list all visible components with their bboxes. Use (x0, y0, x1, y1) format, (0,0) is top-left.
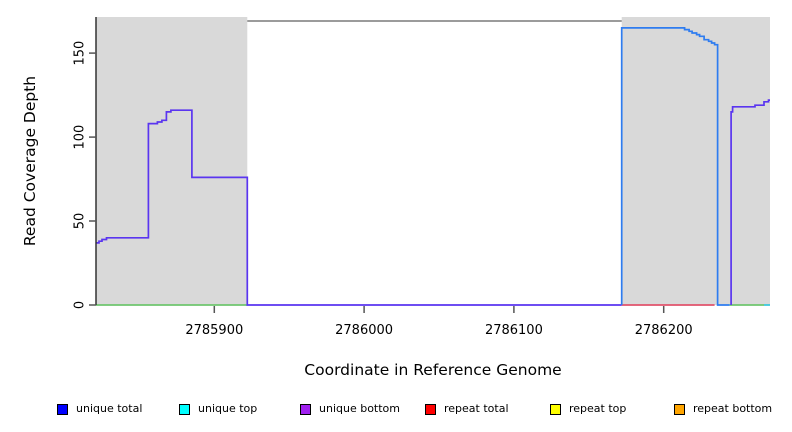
x-axis-label: Coordinate in Reference Genome (304, 361, 562, 379)
y-tick-label: 50 (73, 213, 88, 230)
legend-label: unique bottom (319, 402, 401, 415)
legend-item-repeat-top: repeat top (550, 401, 626, 417)
y-axis-label: Read Coverage Depth (21, 75, 39, 247)
series-unique-coverage-right-tall (620, 27, 730, 306)
legend-swatch-icon (179, 403, 190, 415)
legend-item-unique-bottom: unique bottom (300, 401, 400, 417)
x-tick-label: 2785900 (185, 323, 243, 338)
legend-swatch-icon (300, 403, 311, 415)
legend-item-repeat-bottom: repeat bottom (674, 401, 772, 417)
legend-label: repeat total (444, 402, 509, 415)
legend-swatch-icon (550, 403, 561, 415)
chart-legend: unique total unique top unique bottom repea… (0, 398, 792, 422)
shaded-region-0 (96, 17, 248, 305)
legend-swatch-icon (674, 403, 685, 415)
series-unique-coverage-left (96, 109, 622, 306)
legend-label: repeat bottom (693, 402, 773, 415)
series-unique-coverage-far-right (730, 99, 770, 305)
legend-item-unique-top: unique top (179, 401, 257, 417)
legend-label: repeat top (569, 402, 627, 415)
legend-label: unique total (76, 402, 143, 415)
y-tick-label: 100 (73, 125, 88, 150)
shaded-region-1 (621, 17, 770, 305)
x-tick-label: 2786000 (335, 323, 393, 338)
legend-item-repeat-total: repeat total (425, 401, 509, 417)
legend-swatch-icon (425, 403, 436, 415)
legend-label: unique top (198, 402, 258, 415)
legend-item-unique-total: unique total (57, 401, 142, 417)
x-tick-label: 2786200 (635, 323, 693, 338)
y-tick-label: 150 (73, 41, 88, 66)
y-tick-label: 0 (73, 301, 88, 309)
legend-swatch-icon (57, 403, 68, 415)
x-tick-label: 2786100 (485, 323, 543, 338)
